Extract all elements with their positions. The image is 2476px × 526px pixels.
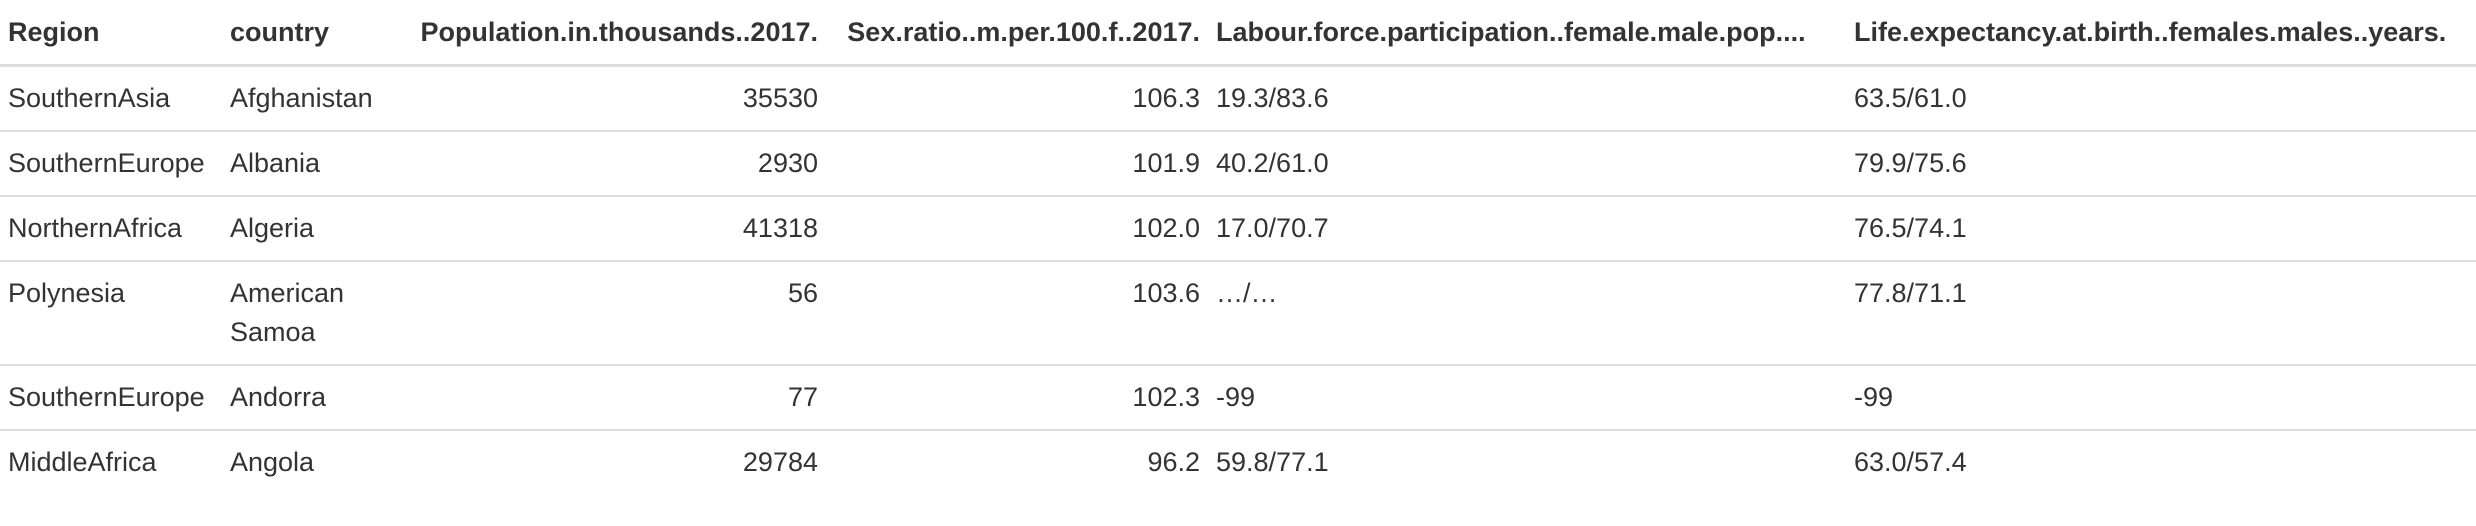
cell-population: 35530: [742, 83, 818, 113]
cell-population: 41318: [388, 195, 826, 261]
cell-life-expectancy: 79.9/75.6: [1846, 130, 2476, 196]
cell-country: Albania: [222, 130, 388, 196]
cell-sex-ratio: 102.0: [826, 195, 1208, 261]
cell-life-expectancy: 63.5/61.0: [1854, 83, 1967, 113]
cell-country: Andorra: [222, 364, 388, 430]
cell-labour-force: -99: [1208, 364, 1846, 430]
cell-country: Afghanistan: [230, 83, 373, 113]
cell-labour-force: 40.2/61.0: [1208, 130, 1846, 196]
cell-sex-ratio: 103.6: [826, 260, 1208, 365]
table-row: NorthernAfrica Algeria 41318 102.0 17.0/…: [0, 195, 2476, 261]
cell-life-expectancy: 76.5/74.1: [1846, 195, 2476, 261]
header-row: Region country Population.in.thousands..…: [0, 0, 2476, 67]
cell-country: Algeria: [222, 195, 388, 261]
cell-sex-ratio: 102.3: [826, 364, 1208, 430]
table-header: Region country Population.in.thousands..…: [0, 0, 2476, 67]
data-table: Region country Population.in.thousands..…: [0, 0, 2476, 494]
table-row: SouthernEurope Andorra 77 102.3 -99 -99: [0, 364, 2476, 430]
cell-region: NorthernAfrica: [0, 195, 222, 261]
cell-region: SouthernAsia: [8, 83, 171, 113]
cell-sex-ratio: 101.9: [826, 130, 1208, 196]
column-header-sex-ratio[interactable]: Sex.ratio..m.per.100.f..2017.: [826, 0, 1208, 67]
cell-country: American Samoa: [222, 260, 388, 365]
cell-life-expectancy: 63.0/57.4: [1846, 429, 2476, 494]
cell-region: MiddleAfrica: [0, 429, 222, 494]
cell-region: SouthernEurope: [0, 130, 222, 196]
cell-population: 2930: [388, 130, 826, 196]
cell-population: 29784: [388, 429, 826, 494]
cell-sex-ratio: 106.3: [1132, 83, 1200, 113]
table-row: SouthernEurope Albania 2930 101.9 40.2/6…: [0, 130, 2476, 196]
table-row: SouthernAsia Afghanistan 35530 106.3 19.…: [0, 66, 2476, 132]
cell-region: SouthernEurope: [0, 364, 222, 430]
column-header-country[interactable]: country: [222, 0, 388, 67]
column-header-region[interactable]: Region: [0, 0, 222, 67]
table-body: SouthernAsia Afghanistan 35530 106.3 19.…: [0, 66, 2476, 494]
data-table-container: Region country Population.in.thousands..…: [0, 0, 2476, 494]
column-header-life-expectancy[interactable]: Life.expectancy.at.birth..females.males.…: [1846, 0, 2476, 67]
column-header-labour-force[interactable]: Labour.force.participation..female.male.…: [1208, 0, 1846, 67]
cell-life-expectancy: -99: [1846, 364, 2476, 430]
column-header-population[interactable]: Population.in.thousands..2017.: [388, 0, 826, 67]
cell-country: Angola: [222, 429, 388, 494]
cell-population: 77: [388, 364, 826, 430]
table-row: MiddleAfrica Angola 29784 96.2 59.8/77.1…: [0, 429, 2476, 494]
cell-population: 56: [388, 260, 826, 365]
cell-life-expectancy: 77.8/71.1: [1846, 260, 2476, 365]
cell-labour-force: 59.8/77.1: [1208, 429, 1846, 494]
cell-labour-force: …/…: [1208, 260, 1846, 365]
cell-labour-force: 17.0/70.7: [1208, 195, 1846, 261]
cell-sex-ratio: 96.2: [826, 429, 1208, 494]
table-row: Polynesia American Samoa 56 103.6 …/… 77…: [0, 260, 2476, 365]
cell-region: Polynesia: [0, 260, 222, 365]
cell-labour-force: 19.3/83.6: [1216, 83, 1329, 113]
